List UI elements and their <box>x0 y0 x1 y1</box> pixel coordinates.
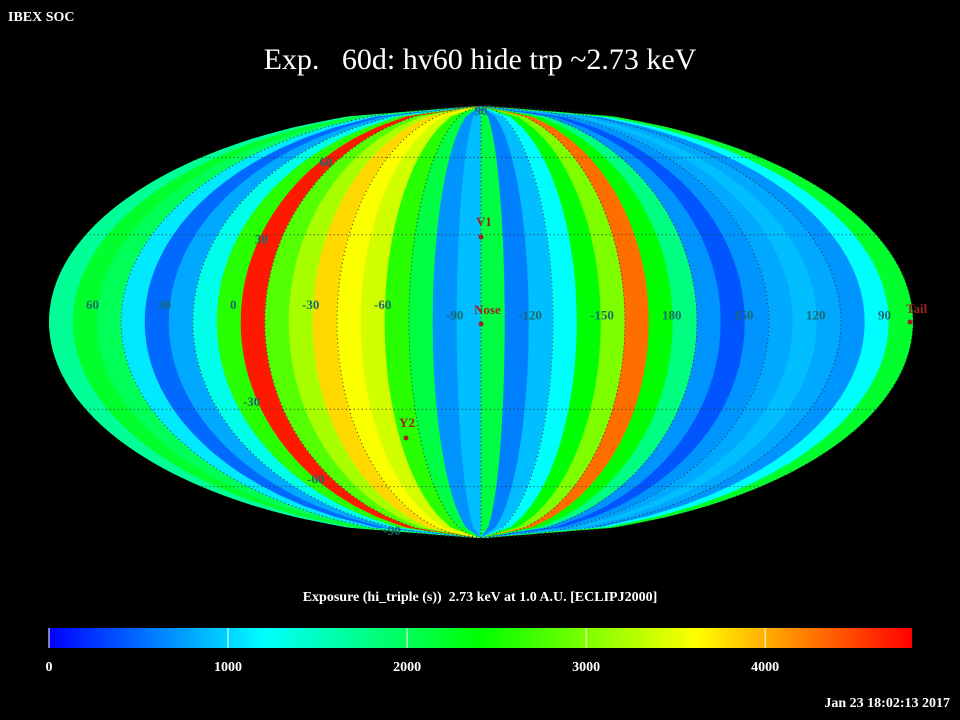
lat-label: 60 <box>319 154 332 169</box>
map <box>49 106 913 538</box>
lat-label: -60 <box>307 472 324 487</box>
marker-label: Nose <box>474 302 501 317</box>
lon-label: -30 <box>302 297 319 312</box>
colorbar-tick-label: 2000 <box>393 660 421 675</box>
marker <box>907 319 913 325</box>
meridian <box>336 105 482 539</box>
colorbar-tick-label: 1000 <box>214 660 242 675</box>
colorbar-tick-label: 3000 <box>572 660 600 675</box>
marker-label: Tail <box>906 301 928 316</box>
lon-label: 180 <box>662 307 682 322</box>
lon-label: 30 <box>158 297 171 312</box>
header: IBEX SOC <box>8 10 75 25</box>
colorbar-tick-label: 0 <box>46 660 53 675</box>
lon-label: -150 <box>590 307 614 322</box>
lat-label: -30 <box>243 394 260 409</box>
lon-label: 0 <box>230 297 237 312</box>
marker <box>403 435 409 441</box>
colorbar-label: Exposure (hi_triple (s)) 2.73 keV at 1.0… <box>303 590 658 605</box>
lat-label: 90 <box>475 103 488 118</box>
lon-label: -120 <box>518 307 542 322</box>
colorbar-ticks: 0 1000 2000 3000 4000 <box>46 628 779 675</box>
marker-label: V1 <box>476 214 492 229</box>
timestamp: Jan 23 18:02:13 2017 <box>824 696 950 711</box>
meridian <box>120 105 482 539</box>
lon-label: 150 <box>734 307 754 322</box>
lon-label: -90 <box>446 307 463 322</box>
lon-label: 90 <box>878 307 891 322</box>
marker <box>478 321 484 327</box>
meridian <box>480 105 914 539</box>
lon-label: 120 <box>806 307 826 322</box>
lat-label: 30 <box>255 232 268 247</box>
marker <box>478 234 484 240</box>
markers: V1 Nose Y2 Tail <box>399 214 928 441</box>
chart-title: Exp. 60d: hv60 hide trp ~2.73 keV <box>264 43 697 76</box>
lon-label: 60 <box>86 297 99 312</box>
meridian <box>480 105 554 539</box>
colorbar <box>49 628 912 648</box>
marker-label: Y2 <box>399 415 415 430</box>
lon-label: -60 <box>374 297 391 312</box>
lat-label: -90 <box>383 523 400 538</box>
colorbar-tick-label: 4000 <box>751 660 779 675</box>
grid: 60 30 0 -30 -60 -90 -120 -150 180 150 120 90 90 60 30 -… <box>85 103 914 539</box>
